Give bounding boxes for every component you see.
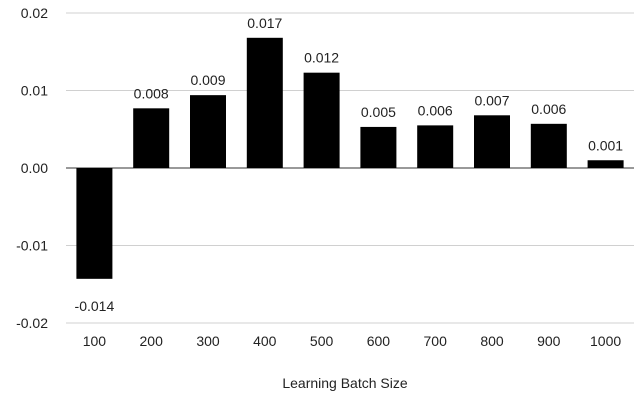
x-tick-label-500: 500 [310,333,334,349]
bar-300 [190,95,226,168]
x-tick-label-900: 900 [537,333,561,349]
data-label-500: 0.012 [304,50,339,66]
y-tick-label: -0.01 [16,238,48,254]
y-tick-label: 0.02 [21,5,48,21]
bar-700 [417,125,454,168]
data-label-100: -0.014 [75,298,115,314]
data-label-200: 0.008 [134,85,169,101]
y-tick-label: 0.00 [21,160,48,176]
x-tick-label-700: 700 [424,333,448,349]
y-axis-tick-labels: 0.02 0.01 0.00 -0.01 -0.02 [16,5,48,331]
x-tick-label-1000: 1000 [590,333,621,349]
data-label-1000: 0.001 [588,137,623,153]
y-tick-label: 0.01 [21,83,48,99]
bar-500 [303,72,340,168]
data-label-800: 0.007 [474,92,509,108]
x-axis-tick-labels: 100 200 300 400 500 600 700 800 900 1000 [83,333,622,349]
x-tick-label-300: 300 [196,333,220,349]
y-tick-label: -0.02 [16,315,48,331]
data-label-700: 0.006 [418,102,453,118]
bar-600 [360,126,397,168]
bar-1000 [587,160,624,168]
x-tick-label-600: 600 [367,333,391,349]
x-tick-label-800: 800 [480,333,504,349]
data-label-400: 0.017 [247,15,282,31]
data-label-300: 0.009 [190,72,225,88]
bar-200 [133,108,170,168]
bar-800 [474,115,510,168]
data-labels: -0.014 0.008 0.009 0.017 0.012 0.005 0.006 0.00… [75,15,624,314]
data-label-900: 0.006 [531,101,566,117]
bar-900 [530,123,567,168]
x-tick-label-400: 400 [253,333,277,349]
bar-400 [246,37,283,168]
x-axis-title: Learning Batch Size [282,375,408,391]
x-tick-label-100: 100 [83,333,107,349]
bar-100 [76,168,113,279]
x-tick-label-200: 200 [140,333,164,349]
bars [76,37,624,279]
data-label-600: 0.005 [361,104,396,120]
